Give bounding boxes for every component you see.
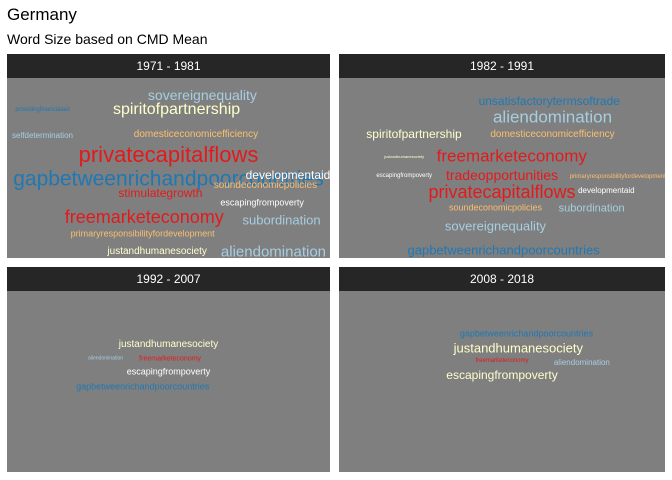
word-developmentaid: developmentaid — [578, 186, 635, 196]
word-soundeconomicpolicies: soundeconomicpolicies — [448, 202, 542, 213]
word-justandhumanesociety: justandhumanesociety — [118, 339, 219, 351]
word-justandhumanesociety: justandhumanesociety — [453, 340, 583, 356]
word-escapingfrompoverty: escapingfrompoverty — [376, 173, 433, 180]
facet-strip-2: 1982 - 1991 — [339, 54, 665, 78]
facet-cloud-2: unsatisfactorytermsoftrade aliendominatio… — [339, 78, 665, 258]
word-escapingfrompoverty: escapingfrompoverty — [446, 368, 558, 383]
word-privatecapitalflows: privatecapitalflows — [428, 182, 576, 203]
word-freemarketeconomy: freemarketeconomy — [139, 355, 202, 363]
facet-strip-4: 2008 - 2018 — [339, 267, 665, 291]
word-aliendomination: aliendomination — [492, 107, 613, 127]
facet-strip-1: 1971 - 1981 — [7, 54, 330, 78]
word-gapbetweenrichandpoorcountries: gapbetweenrichandpoorcountries — [459, 328, 593, 339]
word-spiritofpartnership: spiritofpartnership — [112, 101, 241, 119]
word-gapbetweenrichandpoorcountries: gapbetweenrichandpoorcountries — [76, 381, 210, 392]
word-escapingfrompoverty: escapingfrompoverty — [220, 197, 304, 208]
word-gapbetweenrichandpoorcountries: gapbetweenrichandpoorcountries — [13, 167, 324, 191]
chart-title: Germany — [7, 5, 77, 24]
word-aliendomination: aliendomination — [220, 243, 327, 258]
word-justandhumanesociety: justandhumanesociety — [384, 154, 425, 160]
word-domesticeconomicefficiency: domesticeconomicefficiency — [133, 128, 259, 140]
facet-panel-4: 2008 - 2018 gapbetweenrichandpoorcountri… — [339, 267, 665, 472]
word-privatecapitalflows: privatecapitalflows — [78, 142, 259, 168]
word-sovereignequality: sovereignequality — [444, 218, 547, 234]
word-aliendomination: aliendomination — [553, 358, 610, 368]
word-subordination: subordination — [242, 212, 321, 228]
word-subordination: subordination — [558, 202, 625, 215]
word-sovereignequality: sovereignequality — [147, 87, 257, 104]
word-stimulategrowth: stimulategrowth — [118, 186, 203, 201]
facet-cloud-1: sovereignequality providingfinancialaid sp… — [7, 78, 330, 258]
word-domesticeconomicefficiency: domesticeconomicefficiency — [490, 128, 615, 140]
word-freemarketeconomy: freemarketeconomy — [475, 357, 529, 364]
word-escapingfrompoverty: escapingfrompoverty — [126, 366, 211, 377]
word-providingfinancialaid: providingfinancialaid — [15, 106, 70, 113]
word-selfdetermination: selfdetermination — [12, 130, 73, 140]
facet-panel-2: 1982 - 1991 unsatisfactorytermsoftrade al… — [339, 54, 665, 258]
word-primaryresponsibilityfordevelopment: primaryresponsibilityfordevelopment — [569, 174, 665, 180]
word-unsatisfactorytermsoftrade: unsatisfactorytermsoftrade — [478, 93, 620, 108]
chart-subtitle: Word Size based on CMD Mean — [7, 31, 208, 47]
word-spiritofpartnership: spiritofpartnership — [366, 126, 462, 141]
word-freemarketeconomy: freemarketeconomy — [64, 206, 224, 227]
word-justandhumanesociety: justandhumanesociety — [107, 245, 207, 257]
facet-cloud-4: gapbetweenrichandpoorcountries justandhum… — [339, 291, 665, 472]
word-tradeopportunities: tradeopportunities — [445, 167, 559, 184]
facet-panel-3: 1992 - 2007 justandhumanesociety aliendom… — [7, 267, 330, 472]
word-soundeconomicpolicies: soundeconomicpolicies — [213, 180, 318, 191]
word-developmentaid: developmentaid — [245, 168, 330, 183]
word-primaryresponsibilityfordevelopment: primaryresponsibilityfordevelopment — [70, 228, 215, 239]
facet-cloud-3: justandhumanesociety aliendomination freem… — [7, 291, 330, 472]
facet-strip-3: 1992 - 2007 — [7, 267, 330, 291]
word-gapbetweenrichandpoorcountries: gapbetweenrichandpoorcountries — [407, 242, 600, 258]
facet-panel-1: 1971 - 1981 sovereignequality providingfi… — [7, 54, 330, 258]
word-freemarketeconomy: freemarketeconomy — [436, 146, 587, 166]
word-aliendomination: aliendomination — [87, 355, 124, 362]
